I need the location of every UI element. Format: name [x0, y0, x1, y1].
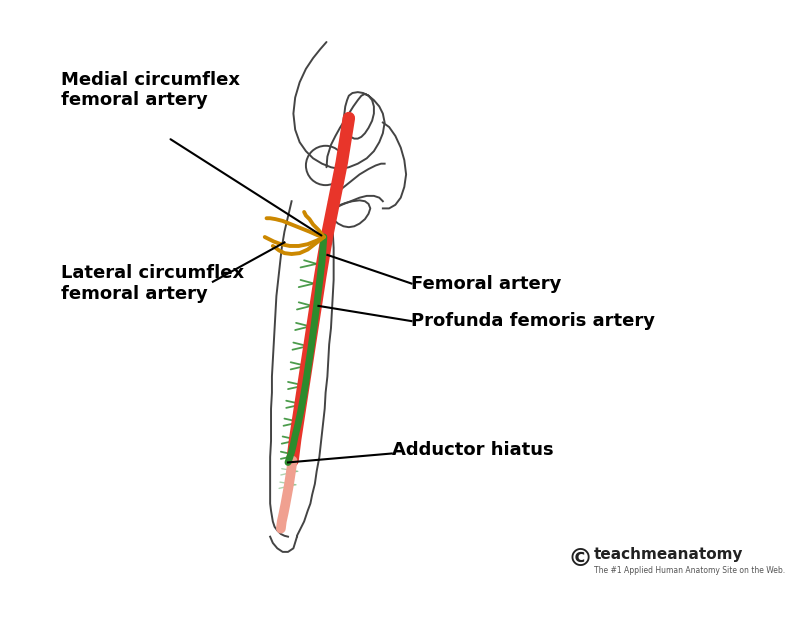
Text: The #1 Applied Human Anatomy Site on the Web.: The #1 Applied Human Anatomy Site on the…: [594, 566, 785, 575]
Text: Adductor hiatus: Adductor hiatus: [392, 441, 554, 459]
Text: Lateral circumflex
femoral artery: Lateral circumflex femoral artery: [61, 264, 244, 303]
Text: Medial circumflex
femoral artery: Medial circumflex femoral artery: [61, 71, 240, 110]
Text: teachmeanatomy: teachmeanatomy: [594, 547, 743, 562]
Text: Femoral artery: Femoral artery: [411, 275, 562, 293]
Text: Profunda femoris artery: Profunda femoris artery: [411, 312, 655, 330]
Text: ©: ©: [567, 547, 592, 571]
